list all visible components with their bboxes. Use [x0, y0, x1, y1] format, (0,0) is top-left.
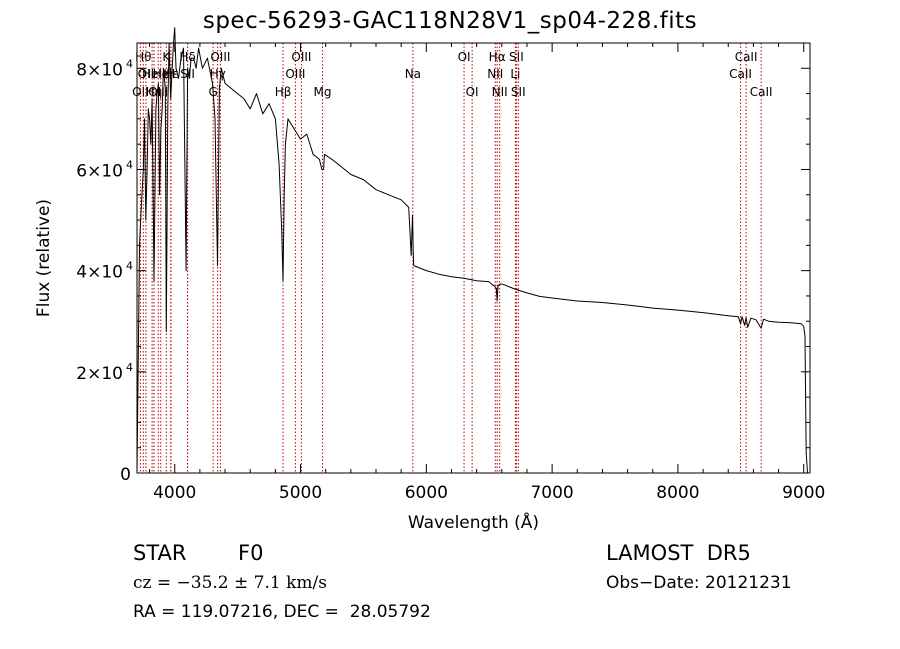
line-marker-label: Li [510, 67, 520, 81]
y-tick-label: 2×10 [76, 364, 123, 384]
x-tick-label: 6000 [405, 483, 448, 503]
line-marker-label: OII [132, 85, 149, 99]
line-marker-label: Hα [489, 50, 506, 64]
y-tick-label: 0 [120, 465, 131, 485]
line-marker-label: OIII [285, 67, 305, 81]
subclass-label: F0 [238, 541, 264, 565]
line-marker-label: CaII [729, 67, 752, 81]
x-tick-label: 8000 [656, 483, 699, 503]
chart-title: spec-56293-GAC118N28V1_sp04-228.fits [202, 8, 698, 34]
line-marker-label: He [153, 67, 169, 81]
x-axis-ticks: 4000 5000 6000 7000 8000 9000 [149, 43, 825, 503]
line-marker-label: Hε [163, 67, 179, 81]
line-marker-label: K [162, 50, 171, 64]
y-tick-label: 8×10 [76, 60, 123, 80]
y-tick-exponent: 4 [126, 260, 133, 273]
line-marker-label: OI [458, 50, 471, 64]
line-marker-label: CaII [735, 50, 758, 64]
x-axis-label: Wavelength (Å) [408, 511, 539, 533]
line-marker-label: NII [487, 67, 503, 81]
survey-label: LAMOST DR5 [606, 541, 751, 565]
spectrum-line-0 [136, 27, 808, 474]
coordinates-label: RA = 119.07216, DEC = 28.05792 [133, 602, 431, 622]
redshift-label: cz = −35.2 ± 7.1 km/s [133, 573, 327, 593]
line-marker-label: OI [466, 85, 479, 99]
class-label: STAR [133, 541, 187, 565]
y-tick-exponent: 4 [126, 361, 133, 374]
line-marker-label: Hβ [275, 85, 292, 99]
spectrum-series [136, 27, 808, 474]
line-markers: OIIHθOIIHeIHηOIIIHeKHHεHδSIIGHγOIIIHβOII… [132, 43, 773, 473]
y-axis-ticks: 02×10 44×10 46×10 48×10 4 [76, 57, 810, 485]
line-marker-label: SII [511, 85, 526, 99]
line-marker-label: Mg [314, 85, 332, 99]
line-marker-label: HeI [142, 67, 162, 81]
line-marker-label: OIII [210, 50, 230, 64]
plot-frame [136, 42, 811, 474]
x-tick-label: 4000 [153, 483, 196, 503]
x-tick-label: 9000 [782, 483, 825, 503]
line-marker-label: NII [492, 85, 508, 99]
line-marker-label: CaII [750, 85, 773, 99]
x-tick-label: 7000 [530, 483, 573, 503]
y-tick-label: 6×10 [76, 161, 123, 181]
line-marker-label: OII [138, 67, 155, 81]
y-tick-exponent: 4 [126, 57, 133, 70]
x-tick-label: 5000 [279, 483, 322, 503]
y-axis-label: Flux (relative) [34, 199, 54, 317]
y-tick-exponent: 4 [126, 158, 133, 171]
line-marker-label: SII [509, 50, 524, 64]
line-marker-label: Hθ [135, 50, 151, 64]
line-marker-label: Na [405, 67, 421, 81]
line-marker-label: OIII [291, 50, 311, 64]
y-tick-label: 4×10 [76, 263, 123, 283]
obs-date-label: Obs−Date: 20121231 [606, 573, 792, 593]
line-marker-label: H [166, 67, 175, 81]
